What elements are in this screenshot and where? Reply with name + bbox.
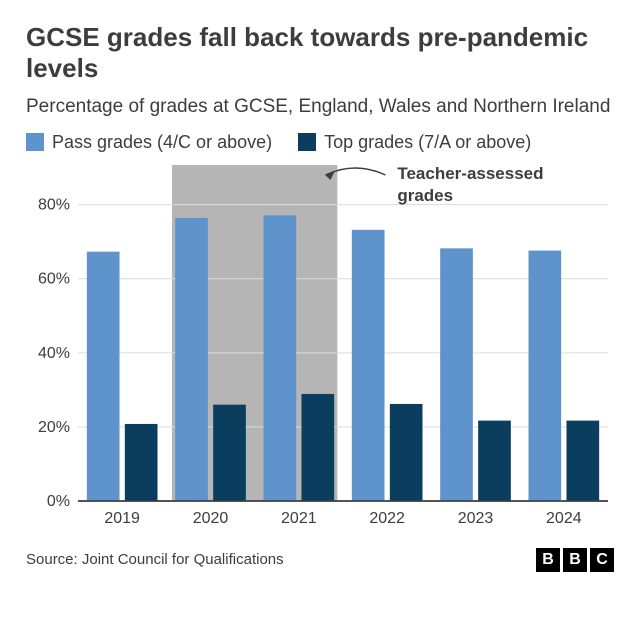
legend-item-pass: Pass grades (4/C or above) bbox=[26, 132, 272, 153]
bbc-logo: B B C bbox=[536, 548, 614, 572]
bar-pass bbox=[87, 251, 120, 500]
legend-swatch-top bbox=[298, 133, 316, 151]
source-text: Source: Joint Council for Qualifications bbox=[26, 551, 284, 568]
bar-top bbox=[390, 404, 423, 501]
x-tick-label: 2023 bbox=[458, 510, 494, 527]
bar-pass bbox=[352, 229, 385, 500]
y-tick-label: 80% bbox=[38, 196, 70, 213]
x-tick-label: 2019 bbox=[104, 510, 140, 527]
bar-pass bbox=[440, 248, 473, 501]
y-tick-label: 20% bbox=[38, 419, 70, 436]
annotation-label-line2: grades bbox=[397, 186, 453, 205]
bar-top bbox=[213, 404, 246, 500]
bbc-logo-letter: C bbox=[590, 548, 614, 572]
legend-label-top: Top grades (7/A or above) bbox=[324, 132, 531, 152]
chart-panel: GCSE grades fall back towards pre-pandem… bbox=[0, 0, 640, 640]
bar-pass bbox=[175, 218, 208, 501]
x-tick-label: 2024 bbox=[546, 510, 582, 527]
bbc-logo-letter: B bbox=[563, 548, 587, 572]
y-tick-label: 40% bbox=[38, 344, 70, 361]
bar-top bbox=[301, 394, 334, 501]
chart-subtitle: Percentage of grades at GCSE, England, W… bbox=[26, 95, 614, 119]
x-tick-label: 2022 bbox=[369, 510, 405, 527]
bar-pass bbox=[264, 215, 297, 501]
bar-top bbox=[566, 420, 599, 500]
bar-top bbox=[478, 420, 511, 500]
bbc-logo-letter: B bbox=[536, 548, 560, 572]
x-tick-label: 2020 bbox=[193, 510, 229, 527]
legend-label-pass: Pass grades (4/C or above) bbox=[52, 132, 272, 152]
chart-legend: Pass grades (4/C or above) Top grades (7… bbox=[26, 132, 614, 153]
grouped-bar-chart: 0% 20% 40% 60% 80% 2019 2020 2021 2022 2023 2024 Te… bbox=[26, 161, 614, 531]
chart-area: 0% 20% 40% 60% 80% 2019 2020 2021 2022 2023 2024 Te… bbox=[26, 161, 614, 536]
source-row: Source: Joint Council for Qualifications… bbox=[26, 548, 614, 572]
bar-pass bbox=[529, 250, 562, 500]
legend-item-top: Top grades (7/A or above) bbox=[298, 132, 531, 153]
bar-top bbox=[125, 424, 158, 501]
x-tick-label: 2021 bbox=[281, 510, 317, 527]
annotation-label-line1: Teacher-assessed bbox=[397, 164, 543, 183]
chart-title: GCSE grades fall back towards pre-pandem… bbox=[26, 22, 614, 83]
y-tick-label: 0% bbox=[47, 493, 70, 510]
legend-swatch-pass bbox=[26, 133, 44, 151]
y-tick-label: 60% bbox=[38, 270, 70, 287]
